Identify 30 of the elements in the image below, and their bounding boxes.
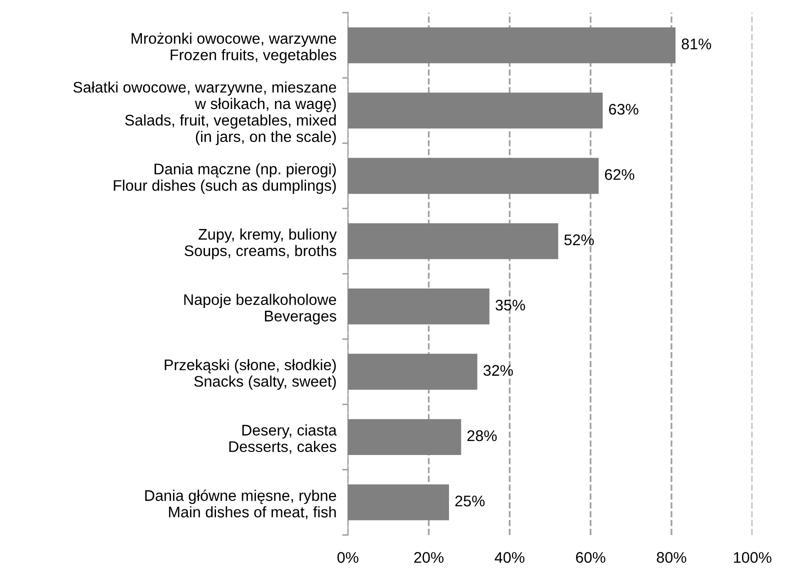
y-tick-label: Mrożonki owocowe, warzywne Frozen fruits, vegetables (132, 32, 336, 64)
x-tick-label: 0% (337, 552, 358, 563)
data-label: 52% (564, 234, 594, 246)
x-tick-label: 60% (576, 552, 606, 563)
y-tick-label: Desery, ciasta Desserts, cakes (229, 424, 337, 454)
y-tick-label: Napoje bezalkoholowe Beverages (184, 294, 336, 324)
y-tick-label: Dania główne mięsne, rybne Main dishes of meat, fish (145, 490, 336, 520)
data-label: 32% (483, 365, 513, 376)
data-label: 81% (682, 38, 712, 50)
x-tick-label: 80% (656, 552, 686, 563)
y-tick-label: Dania mączne (np. pierogi) Flour dishes (such as dumplings) (114, 163, 336, 194)
bar (348, 223, 558, 260)
data-label: 62% (604, 169, 634, 180)
x-tick-label: 20% (414, 552, 444, 563)
data-label: 63% (609, 104, 638, 115)
x-tick-label: 40% (494, 552, 524, 563)
data-label: 25% (455, 496, 485, 506)
bar (348, 92, 603, 129)
bar (348, 27, 676, 64)
data-label: 28% (467, 430, 497, 442)
bar (348, 288, 490, 324)
data-label: 35% (496, 300, 526, 311)
y-tick-label: Zupy, kremy, buliony Soups, creams, broths (184, 228, 337, 260)
bar (348, 484, 449, 520)
bar (348, 419, 462, 455)
x-tick-label: 100% (734, 552, 772, 563)
y-tick-label: Sałatki owocowe, warzywne, mieszane w słoikach, na wagę) Salads, fruit, vegetables, mixed (in jars, on the scale) (73, 81, 336, 146)
bar (348, 158, 599, 194)
bar (348, 354, 478, 390)
y-tick-label: Przekąski (słone, słodkie) Snacks (salty, sweet) (164, 359, 336, 390)
